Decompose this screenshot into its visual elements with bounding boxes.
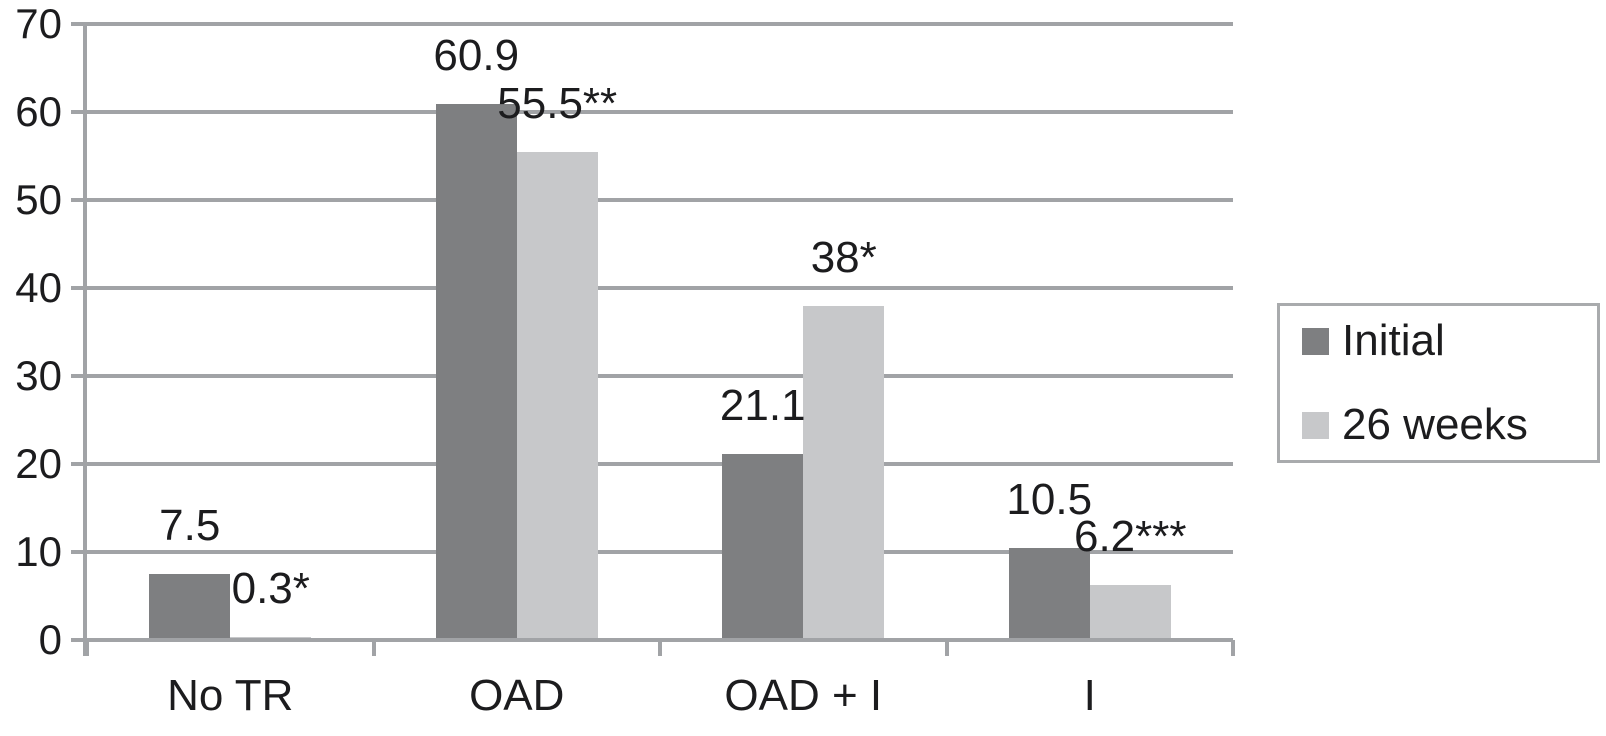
bar-initial-oad-i bbox=[722, 454, 804, 640]
value-label-initial-no-tr: 7.5 bbox=[159, 501, 221, 550]
x-axis-line bbox=[71, 638, 1233, 642]
value-label-initial-i: 10.5 bbox=[1006, 474, 1093, 524]
bar-26-weeks-oad bbox=[516, 151, 598, 640]
y-tick-label-50: 50 bbox=[15, 176, 62, 223]
value-label-26-weeks-no-tr: 0.3* bbox=[231, 564, 310, 614]
bar-26-weeks-i bbox=[1089, 585, 1171, 640]
category-label-oad: OAD bbox=[469, 671, 565, 720]
category-label-oad-i: OAD + I bbox=[724, 671, 883, 720]
gridline bbox=[71, 462, 1233, 466]
legend-swatch-icon bbox=[1302, 327, 1329, 355]
bar-initial-no-tr bbox=[149, 574, 231, 640]
y-tick-label-70: 70 bbox=[15, 0, 62, 47]
category-label-i: I bbox=[1083, 671, 1096, 720]
gridline bbox=[71, 374, 1233, 378]
gridline bbox=[71, 110, 1233, 114]
legend: Initial 26 weeks bbox=[1277, 303, 1600, 463]
gridline bbox=[71, 550, 1233, 554]
legend-label: Initial bbox=[1342, 316, 1445, 365]
x-axis-tick bbox=[944, 640, 949, 656]
gridline bbox=[71, 198, 1233, 202]
value-label-26-weeks-oad-i: 38* bbox=[810, 232, 877, 282]
y-tick-label-0: 0 bbox=[38, 616, 62, 663]
x-axis-tick bbox=[85, 640, 89, 656]
bar-initial-oad bbox=[435, 104, 517, 640]
x-axis-tick bbox=[1231, 640, 1235, 656]
legend-label: 26 weeks bbox=[1342, 400, 1528, 449]
value-label-26-weeks-i: 6.2*** bbox=[1073, 512, 1187, 562]
y-tick-label-60: 60 bbox=[15, 88, 62, 135]
y-tick-label-40: 40 bbox=[15, 264, 62, 311]
gridline bbox=[71, 286, 1233, 290]
y-axis-line bbox=[83, 22, 87, 656]
y-tick-label-30: 30 bbox=[15, 352, 62, 399]
category-label-no-tr: No TR bbox=[167, 671, 294, 720]
bar-initial-i bbox=[1008, 547, 1090, 640]
legend-item-initial: Initial bbox=[1302, 315, 1597, 367]
gridline bbox=[71, 22, 1233, 26]
x-axis-tick bbox=[371, 640, 376, 656]
value-label-26-weeks-oad: 55.5** bbox=[497, 78, 618, 128]
bar-26-weeks-oad-i bbox=[803, 305, 885, 640]
legend-swatch-icon bbox=[1302, 411, 1329, 439]
value-label-initial-oad-i: 21.1 bbox=[719, 381, 806, 431]
legend-item-26-weeks: 26 weeks bbox=[1302, 399, 1597, 451]
y-tick-label-20: 20 bbox=[15, 440, 62, 487]
value-label-initial-oad: 60.9 bbox=[433, 31, 520, 81]
x-axis-tick bbox=[658, 640, 662, 656]
y-tick-label-10: 10 bbox=[15, 528, 62, 575]
